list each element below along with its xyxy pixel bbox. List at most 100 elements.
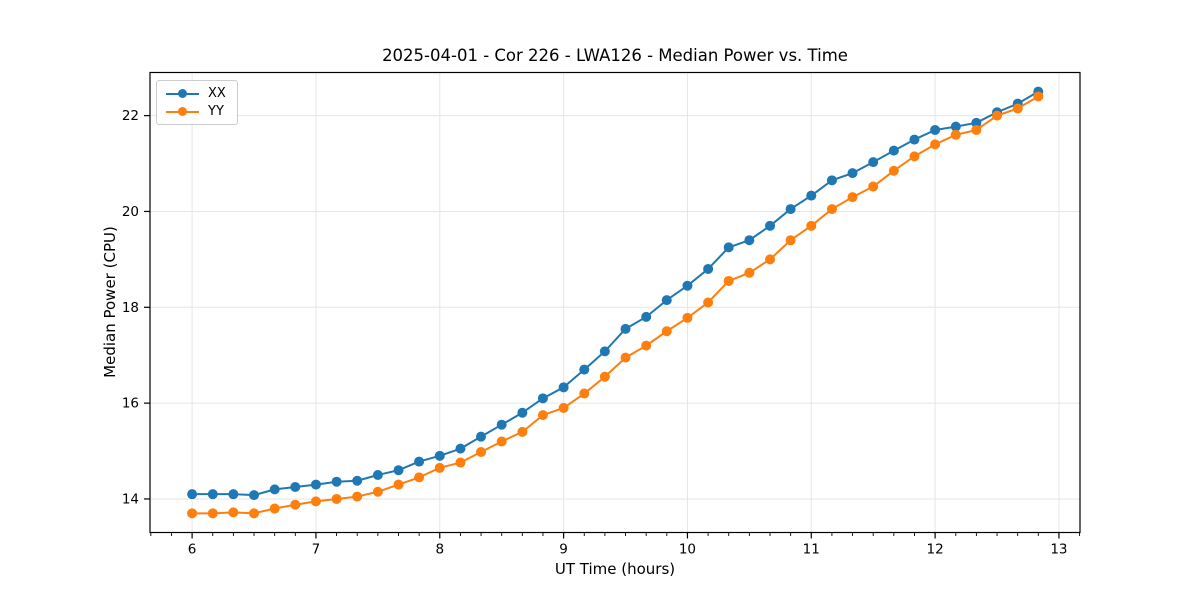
data-point-XX [331,476,342,487]
legend-entry-yy: YY [166,105,226,118]
data-point-XX [599,346,610,357]
data-point-XX [971,117,982,128]
legend-label: XX [208,86,226,101]
data-point-YY [888,165,899,176]
legend-line-marker-icon [166,89,199,99]
data-point-XX [661,295,672,306]
data-point-YY [992,110,1003,121]
data-point-XX [723,242,734,253]
data-point-XX [579,364,590,375]
x-tick-label: 13 [1050,542,1067,558]
data-point-XX [703,263,714,274]
data-point-YY [249,508,260,519]
data-point-XX [393,465,404,476]
data-point-YY [455,457,466,468]
data-point-YY [744,267,755,278]
data-point-YY [703,297,714,308]
data-point-XX [228,489,239,500]
data-point-XX [682,280,693,291]
data-point-XX [496,419,507,430]
data-point-XX [537,393,548,404]
data-point-XX [455,443,466,454]
data-point-YY [930,139,941,150]
x-tick-label: 7 [312,542,321,558]
data-point-XX [517,407,528,418]
data-point-XX [641,311,652,322]
data-point-YY [765,254,776,265]
plot-border [149,71,1081,534]
data-point-YY [537,410,548,421]
data-point-XX [930,125,941,135]
data-point-YY [868,181,879,192]
data-point-YY [661,326,672,337]
data-point-XX [888,145,899,156]
y-tick-label: 18 [122,300,139,316]
x-tick-label: 12 [927,542,944,558]
data-point-YY [352,491,363,502]
x-tick-label: 9 [559,542,568,558]
data-point-YY [909,151,920,162]
data-point-YY [826,204,837,215]
data-point-YY [290,499,301,510]
data-point-YY [1033,91,1044,102]
data-point-YY [372,486,383,497]
data-point-XX [207,489,218,500]
data-point-XX [806,190,817,201]
data-point-XX [414,456,425,467]
data-point-XX [249,490,260,501]
gridlines [150,72,1080,533]
data-point-YY [971,125,982,135]
y-axis-label: Median Power (CPU) [101,226,119,378]
x-axis-label: UT Time (hours) [554,560,676,578]
legend: XX YY [156,80,238,125]
data-point-YY [228,507,239,518]
series-XX-line [191,90,1040,497]
x-tick-label: 6 [188,542,197,558]
data-point-YY [496,436,507,447]
data-point-YY [476,447,487,457]
data-point-XX [558,382,569,393]
x-tick-label: 10 [679,542,696,558]
data-point-YY [187,508,198,519]
data-point-XX [269,484,280,495]
x-tick-label: 11 [803,542,820,558]
data-point-XX [744,235,755,246]
data-point-YY [847,192,858,203]
data-point-XX [290,481,301,492]
data-point-XX [765,220,776,231]
data-point-XX [826,175,837,186]
legend-line-marker-icon [166,107,199,117]
data-point-XX [620,323,631,334]
data-point-XX [434,450,445,461]
data-point-YY [599,371,610,382]
data-point-YY [1012,103,1023,114]
data-point-YY [207,508,218,519]
chart-title: 2025-04-01 - Cor 226 - LWA126 - Median P… [382,46,848,65]
data-point-YY [269,503,280,514]
y-tick-label: 14 [122,491,139,507]
data-point-XX [310,479,321,490]
legend-label: YY [208,104,224,119]
data-point-YY [434,462,445,473]
data-point-YY [723,275,734,286]
data-point-YY [558,402,569,413]
data-point-XX [476,431,487,442]
data-point-XX [187,489,198,500]
data-point-YY [641,340,652,351]
data-point-XX [909,134,920,145]
legend-entry-xx: XX [166,87,226,100]
data-point-XX [847,168,858,179]
data-point-YY [414,472,425,483]
data-point-YY [517,426,528,437]
data-point-XX [950,121,961,132]
y-tick-label: 22 [122,108,139,124]
series-YY [187,91,1044,519]
data-point-YY [310,496,321,507]
data-point-XX [352,475,363,486]
data-point-YY [579,388,590,399]
data-point-XX [868,157,879,168]
data-point-YY [331,493,342,504]
data-point-XX [785,204,796,215]
